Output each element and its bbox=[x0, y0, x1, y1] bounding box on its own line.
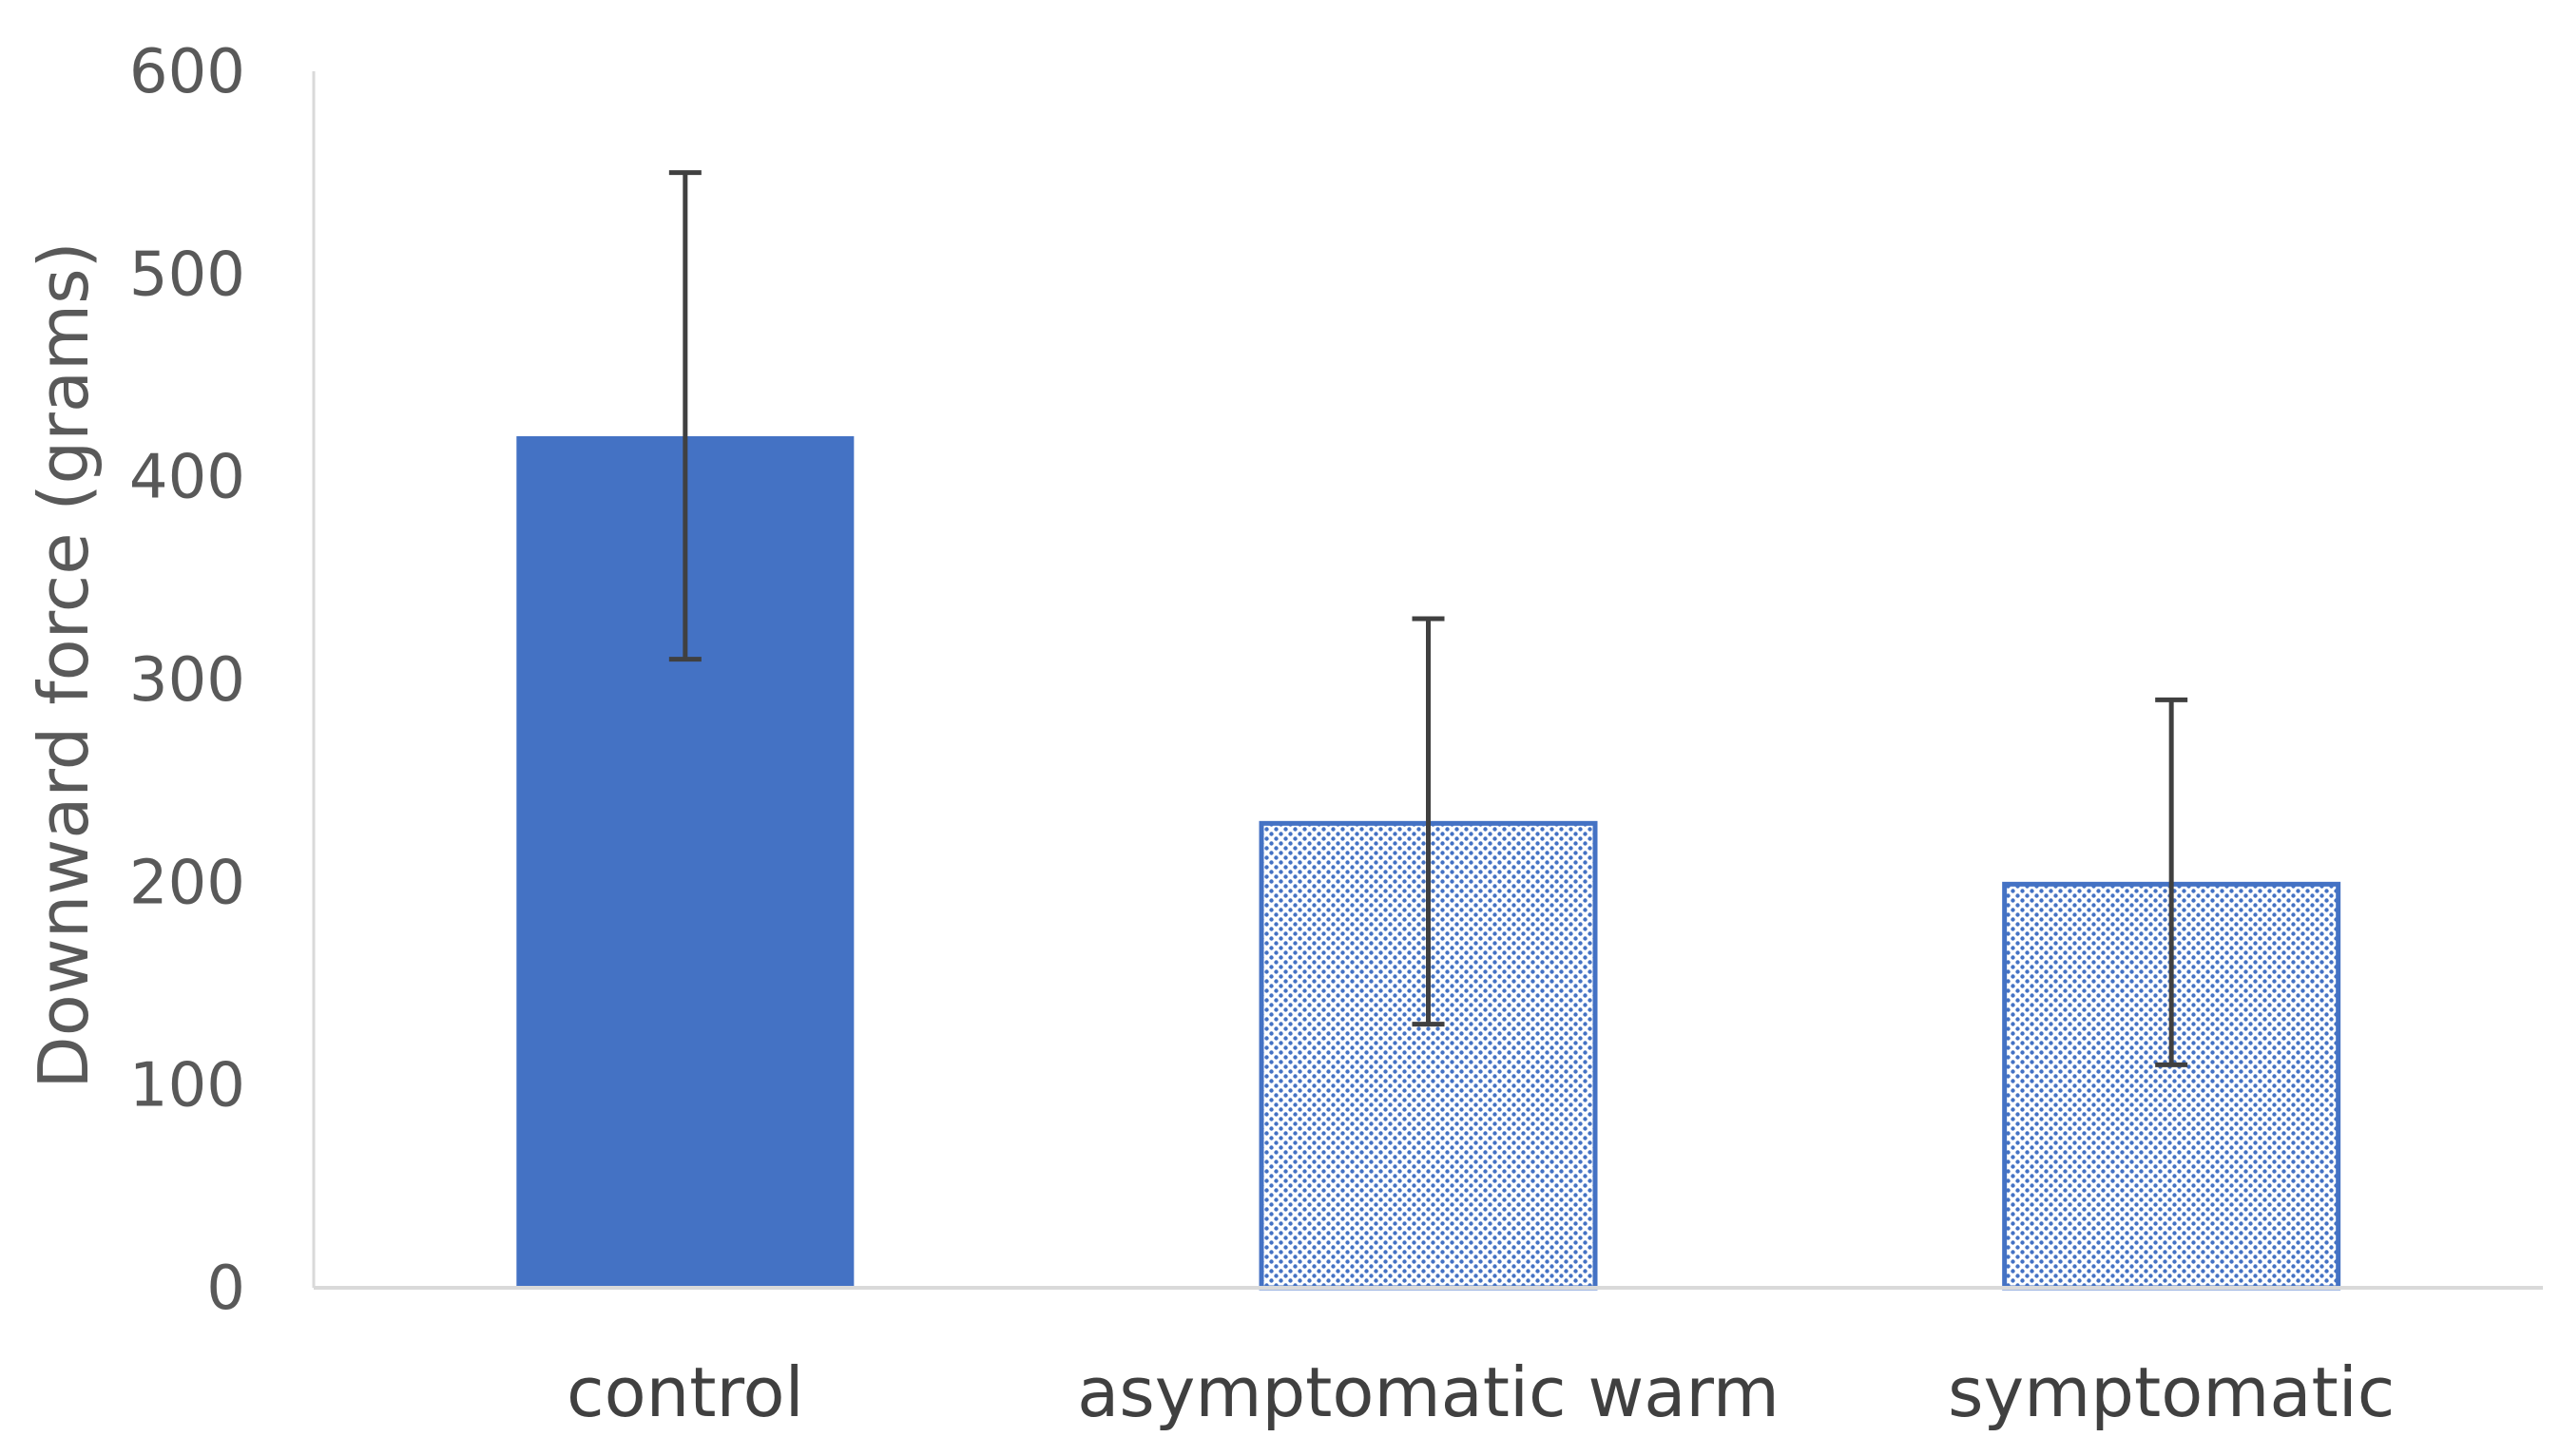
y-tick-label: 600 bbox=[129, 37, 245, 107]
error-bars-group bbox=[668, 170, 2188, 1067]
y-axis-title: Downward force (grams) bbox=[24, 241, 104, 1088]
x-category-label: asymptomatic warm bbox=[1077, 1352, 1780, 1432]
x-axis-labels: control asymptomatic warm symptomatic bbox=[567, 1352, 2395, 1432]
y-tick-label: 400 bbox=[129, 443, 245, 513]
y-tick-label: 100 bbox=[129, 1051, 245, 1121]
x-category-label: symptomatic bbox=[1948, 1352, 2395, 1432]
x-category-label: control bbox=[567, 1352, 804, 1432]
y-tick-label: 200 bbox=[129, 848, 245, 918]
y-tick-label: 300 bbox=[129, 645, 245, 716]
y-axis-ticks: 0 100 200 300 400 500 600 bbox=[129, 37, 245, 1324]
y-tick-label: 0 bbox=[206, 1254, 245, 1324]
y-tick-label: 500 bbox=[129, 239, 245, 310]
